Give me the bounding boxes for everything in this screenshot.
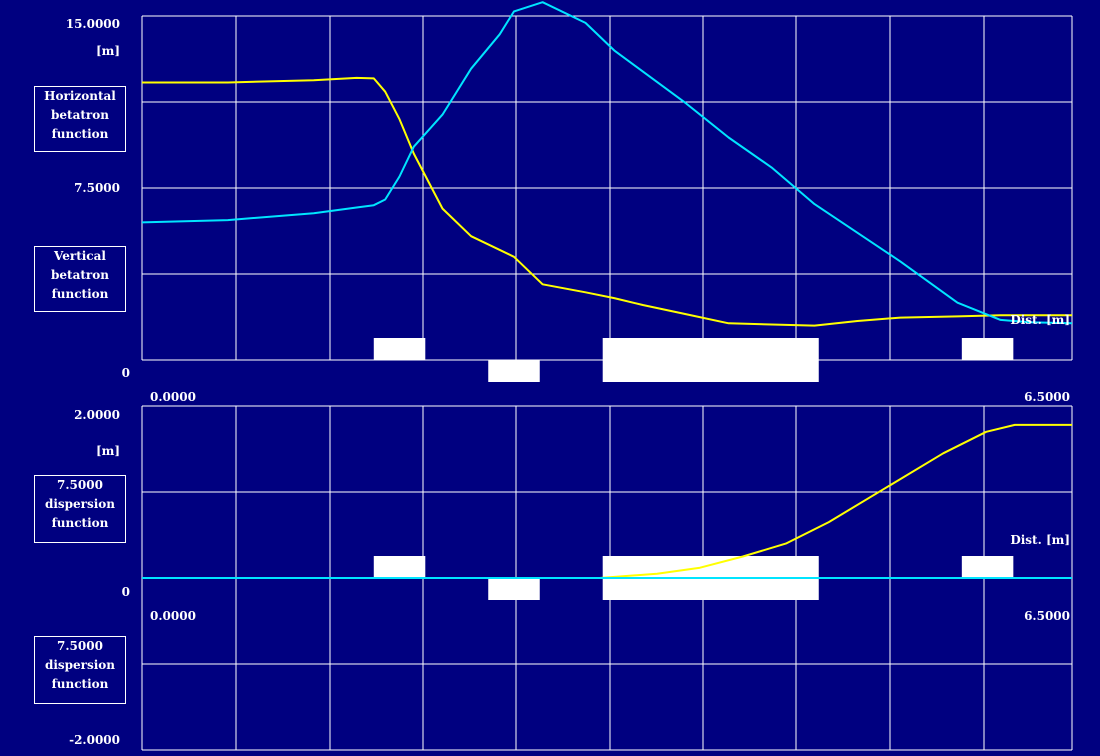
betatron-magnet-2 xyxy=(602,338,819,382)
dispersion-series-0-line xyxy=(142,423,1072,579)
legend-dispersion-lower: 7.5000 dispersion function xyxy=(34,636,126,704)
bottom-y-min-label: -2.0000 xyxy=(69,733,120,747)
top-dist-label: Dist. [m] xyxy=(1010,313,1070,327)
legend-vertical-betatron: Vertical betatron function xyxy=(34,246,126,312)
legend-dispersion-upper: 7.5000 dispersion function xyxy=(34,475,126,543)
top-x-max-label: 6.5000 xyxy=(1024,390,1070,404)
betatron-series-1-line xyxy=(141,1,1073,325)
top-unit-label: [m] xyxy=(95,44,120,58)
dispersion-magnet-1 xyxy=(488,578,540,600)
bottom-y-zero-label: 0 xyxy=(121,585,130,599)
top-y-max-label: 15.0000 xyxy=(65,17,120,31)
top-x-min-label: 0.0000 xyxy=(150,390,196,404)
top-y-zero-label: 0 xyxy=(121,366,130,380)
legend-horizontal-betatron: Horizontal betatron function xyxy=(34,86,126,152)
betatron-magnet-0 xyxy=(373,338,426,360)
bottom-dist-label: Dist. [m] xyxy=(1010,533,1070,547)
bottom-unit-label: [m] xyxy=(95,444,120,458)
betatron-series-0-line xyxy=(142,76,1072,327)
dispersion-magnet-3 xyxy=(961,556,1014,578)
dispersion-magnet-0 xyxy=(373,556,426,578)
bottom-y-max-label: 2.0000 xyxy=(74,408,120,422)
top-y-mid-label: 7.5000 xyxy=(74,181,120,195)
bottom-x-min-label: 0.0000 xyxy=(150,609,196,623)
betatron-magnet-1 xyxy=(488,360,540,382)
betatron-magnet-3 xyxy=(961,338,1014,360)
bottom-x-max-label: 6.5000 xyxy=(1024,609,1070,623)
